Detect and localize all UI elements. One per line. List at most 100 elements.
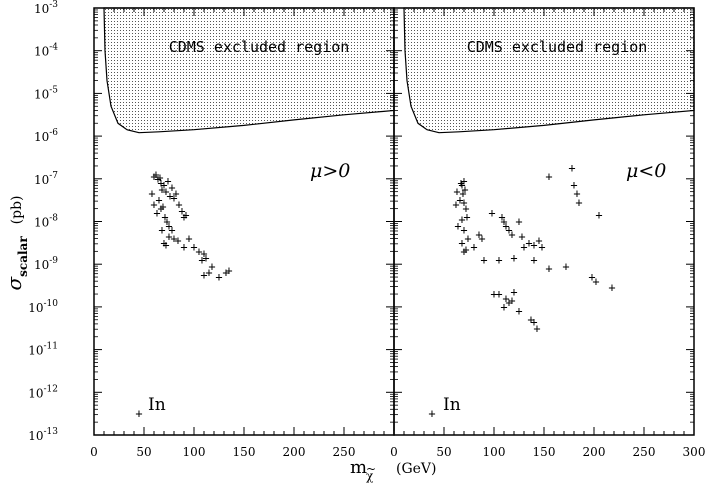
data-point: + xyxy=(458,212,465,226)
data-point: + xyxy=(463,210,470,224)
data-point: + xyxy=(180,240,187,254)
data-point: + xyxy=(538,240,545,254)
data-point: + xyxy=(462,242,469,256)
data-point: + xyxy=(154,172,161,186)
x-tick-label: 300 xyxy=(683,445,706,459)
data-point: + xyxy=(508,227,515,241)
data-point: + xyxy=(520,240,527,254)
x-tick-label: 50 xyxy=(436,445,451,459)
x-tick-labels: 0 50 100 150 200 250 0 50 100 150 200 250 300 xyxy=(90,445,705,459)
y-axis-sub: scalar xyxy=(16,236,30,277)
data-point: + xyxy=(170,232,177,246)
data-point: + xyxy=(510,285,517,299)
data-point: + xyxy=(452,197,459,211)
x-tick-label: 200 xyxy=(283,445,306,459)
data-point: + xyxy=(155,193,162,207)
data-point: + xyxy=(573,187,580,201)
data-point: + xyxy=(462,202,469,216)
data-point: + xyxy=(182,208,189,222)
data-point: + xyxy=(500,215,507,229)
region-label-right: CDMS excluded region xyxy=(467,38,648,56)
data-point: + xyxy=(180,210,187,224)
data-point: + xyxy=(527,313,534,327)
data-point: + xyxy=(215,270,222,284)
data-point: + xyxy=(515,215,522,229)
y-tick-label: 10-12 xyxy=(28,384,58,400)
data-point: + xyxy=(222,266,229,280)
data-point: + xyxy=(163,215,170,229)
data-point: + xyxy=(148,187,155,201)
data-point: + xyxy=(428,407,435,421)
data-point: + xyxy=(535,234,542,248)
x-tick-label: 150 xyxy=(233,445,256,459)
points-left: ++++++++++++++++++++++++++++++++++++++++… xyxy=(135,168,232,421)
x-tick-label: 150 xyxy=(533,445,556,459)
y-tick-label: 10-7 xyxy=(34,171,58,187)
right-panel: ++++++++ ++++++++++ +++++ +++++++ ++++++++++… xyxy=(393,7,695,436)
data-point: + xyxy=(164,174,171,188)
data-point: + xyxy=(470,240,477,254)
data-point: + xyxy=(158,223,165,237)
x-tick-label: 250 xyxy=(333,445,356,459)
y-axis-unit: (pb) xyxy=(9,195,25,224)
data-point: + xyxy=(456,193,463,207)
data-point: + xyxy=(460,174,467,188)
data-point: + xyxy=(166,189,173,203)
y-tick-label: 10-6 xyxy=(34,128,58,144)
data-point: + xyxy=(502,219,509,233)
data-point: + xyxy=(158,182,165,196)
data-point: + xyxy=(162,238,169,252)
y-tick-label: 10-10 xyxy=(28,299,58,315)
data-point: + xyxy=(165,229,172,243)
excluded-region-right xyxy=(403,7,695,134)
data-point: + xyxy=(464,232,471,246)
data-point: + xyxy=(195,244,202,258)
data-point: + xyxy=(153,206,160,220)
x-axis-symbol: m xyxy=(350,457,367,478)
data-point: + xyxy=(170,191,177,205)
x-tick-label: 200 xyxy=(583,445,606,459)
data-point: + xyxy=(568,161,575,175)
data-point: + xyxy=(592,274,599,288)
data-point: + xyxy=(490,287,497,301)
data-point: + xyxy=(202,251,209,265)
data-point: + xyxy=(161,210,168,224)
data-point: + xyxy=(495,253,502,267)
data-point: + xyxy=(530,253,537,267)
y-tick-label: 10-13 xyxy=(28,427,58,443)
y-tick-label: 10-4 xyxy=(34,43,58,59)
data-point: + xyxy=(135,407,142,421)
x-tick-label: 250 xyxy=(633,445,656,459)
data-point: + xyxy=(168,223,175,237)
data-point: + xyxy=(460,223,467,237)
data-point: + xyxy=(205,266,212,280)
data-point: + xyxy=(530,238,537,252)
data-point: + xyxy=(460,195,467,209)
data-point: + xyxy=(608,281,615,295)
data-point: + xyxy=(156,171,163,185)
data-point: + xyxy=(478,232,485,246)
data-point: + xyxy=(453,185,460,199)
x-tick-label: 50 xyxy=(136,445,151,459)
data-point: + xyxy=(461,182,468,196)
data-point: + xyxy=(570,178,577,192)
data-point: + xyxy=(505,223,512,237)
x-tick-label: 0 xyxy=(390,445,398,459)
data-point: + xyxy=(480,253,487,267)
ticks-right xyxy=(393,7,695,436)
data-point: + xyxy=(475,227,482,241)
y-tick-label: 10-9 xyxy=(34,256,58,272)
x-axis-sub: χ xyxy=(366,469,374,483)
data-point: + xyxy=(518,229,525,243)
data-point: + xyxy=(595,208,602,222)
points-right: ++++++++ ++++++++++ +++++ +++++++ ++++++++++… xyxy=(428,161,615,421)
data-point: + xyxy=(458,236,465,250)
data-point: + xyxy=(454,219,461,233)
data-point: + xyxy=(174,234,181,248)
y-tick-label: 10-3 xyxy=(34,0,58,16)
data-point: + xyxy=(150,197,157,211)
y-tick-labels: 10-13 10-12 10-11 10-10 10-9 10-8 10-7 10-6 10-5… xyxy=(28,0,58,443)
x-tick-label: 100 xyxy=(183,445,206,459)
y-axis-symbol: σ xyxy=(2,276,26,291)
